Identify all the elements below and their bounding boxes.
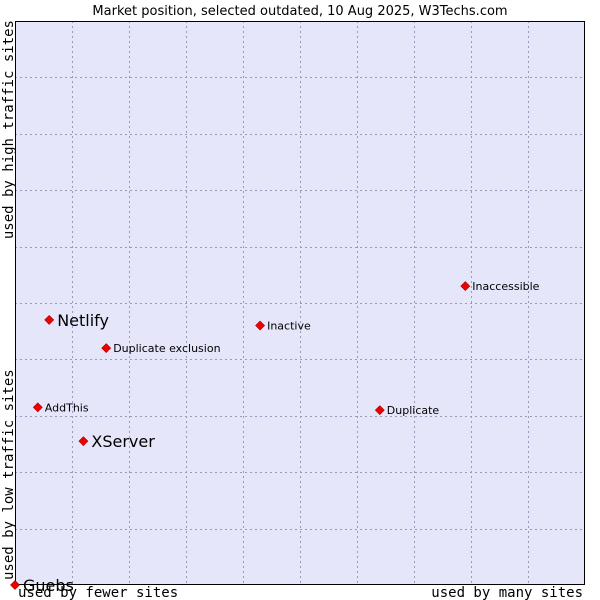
point-label: Duplicate [387,404,440,417]
point-duplicate: Duplicate [374,404,440,417]
chart-title: Market position, selected outdated, 10 A… [92,4,507,19]
plot-border [15,21,585,585]
point-marker [78,436,89,447]
point-label: Inactive [267,320,311,333]
point-label: Netlify [57,311,109,330]
point-marker [101,343,112,354]
point-marker [255,320,266,331]
point-inactive: Inactive [255,320,311,333]
grid-lines [15,21,585,585]
point-marker [460,281,471,292]
point-netlify: Netlify [44,311,109,330]
point-label: Inaccessible [472,280,539,293]
point-marker [44,314,55,325]
data-points: Netlify XServer Guebs Inaccessible Inactive D… [10,280,540,595]
point-label: Duplicate exclusion [113,342,220,355]
y-axis-label-top: used by high traffic sites [1,20,17,239]
point-marker [374,405,385,416]
point-marker [10,580,20,590]
point-label: Guebs [23,576,74,595]
point-addthis: AddThis [32,401,89,414]
point-marker [32,402,43,413]
point-guebs: Guebs [10,576,74,595]
point-label: XServer [91,432,155,451]
x-axis-label-right: used by many sites [431,585,583,600]
point-inaccessible: Inaccessible [460,280,540,293]
point-label: AddThis [45,401,89,414]
point-xserver: XServer [78,432,155,451]
point-duplicate-exclusion: Duplicate exclusion [101,342,221,355]
y-axis-label-bottom: used by low traffic sites [1,369,17,580]
x-axis-label-left: used by fewer sites [18,585,178,600]
